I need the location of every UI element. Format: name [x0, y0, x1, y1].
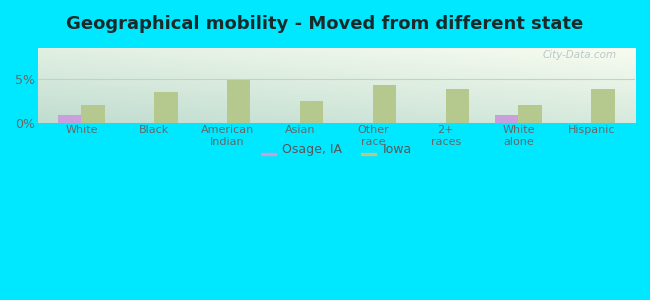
Bar [300, 101, 323, 123]
Bar [81, 105, 105, 123]
Bar [446, 89, 469, 123]
Bar [519, 105, 542, 123]
Legend: Osage, IA, Iowa: Osage, IA, Iowa [256, 138, 417, 161]
Bar [227, 80, 250, 123]
Text: Geographical mobility - Moved from different state: Geographical mobility - Moved from diffe… [66, 15, 584, 33]
Bar [58, 115, 81, 123]
Bar [495, 115, 519, 123]
Bar [373, 85, 396, 123]
Text: City-Data.com: City-Data.com [543, 50, 617, 60]
Bar [592, 89, 615, 123]
Bar [154, 92, 177, 123]
